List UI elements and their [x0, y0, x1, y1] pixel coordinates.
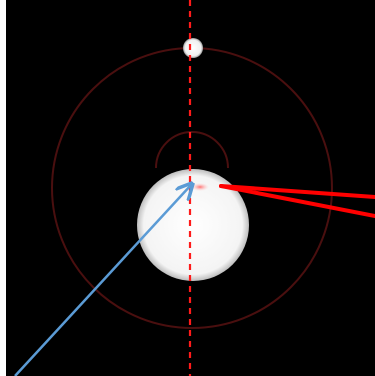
moon — [183, 38, 203, 58]
surface-spot — [191, 183, 209, 191]
incoming-arrow — [14, 185, 191, 376]
inner-arc — [155, 131, 229, 169]
central-body — [137, 169, 249, 281]
beam-upper — [219, 184, 375, 199]
beam-lower — [219, 184, 375, 218]
